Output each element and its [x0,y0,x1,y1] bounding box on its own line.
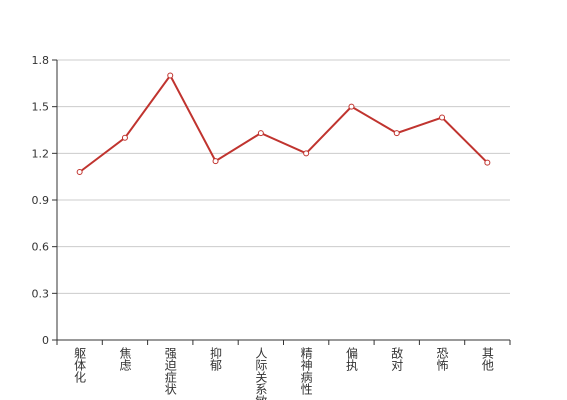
data-point [484,159,491,166]
y-tick-label: 1.2 [32,147,50,160]
y-tick-label: 0 [42,334,49,347]
x-tick-label: 抑郁 [209,346,223,372]
data-point [393,130,400,137]
x-tick-label: 精神病性 [299,347,313,396]
y-tick-label: 0.6 [32,241,50,254]
x-tick-label: 偏执 [344,346,358,372]
data-point [167,72,174,79]
x-tick-label: 强迫症状 [163,347,177,395]
data-point [348,103,355,110]
x-tick-label: 焦虑 [118,347,132,371]
x-tick-label: 恐怖 [435,347,449,371]
data-point [76,169,83,175]
y-tick-label: 0.3 [32,287,50,300]
x-tick-label: 躯体化 [73,346,87,384]
data-point [439,114,446,121]
data-point [257,130,264,137]
y-tick-label: 0.9 [32,194,50,207]
data-point [121,134,128,141]
x-tick-label: 人际关系敏感 [254,347,268,400]
x-tick-label: 敌对 [390,346,404,371]
y-tick-label: 1.8 [32,54,50,67]
x-tick-label: 其他 [480,347,494,371]
data-point [212,158,219,165]
y-tick-label: 1.5 [32,101,50,114]
data-line [79,73,489,173]
data-point [303,150,310,157]
